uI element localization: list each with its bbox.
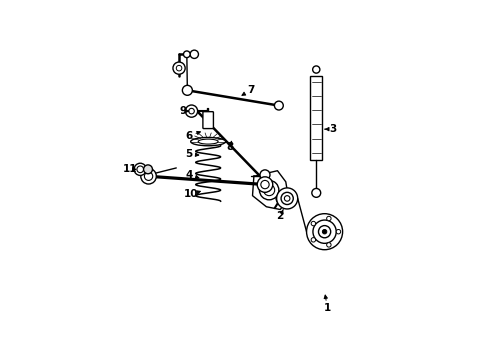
FancyBboxPatch shape [311, 76, 322, 160]
Text: 7: 7 [247, 85, 254, 95]
Circle shape [257, 177, 273, 192]
Circle shape [313, 220, 336, 243]
Circle shape [327, 243, 331, 247]
Circle shape [264, 185, 275, 196]
Circle shape [260, 170, 270, 180]
Circle shape [182, 85, 193, 95]
Circle shape [281, 192, 293, 204]
Circle shape [190, 50, 198, 58]
Circle shape [322, 229, 327, 234]
Circle shape [259, 180, 279, 200]
Ellipse shape [198, 139, 218, 144]
Text: 5: 5 [185, 149, 193, 159]
Circle shape [312, 188, 320, 197]
Circle shape [313, 66, 320, 73]
Circle shape [276, 193, 287, 204]
Circle shape [274, 101, 283, 110]
Circle shape [134, 163, 147, 175]
Circle shape [183, 51, 190, 58]
Circle shape [189, 108, 195, 114]
Text: 9: 9 [180, 106, 187, 116]
Text: 10: 10 [184, 189, 199, 199]
Circle shape [145, 172, 153, 180]
Circle shape [311, 238, 316, 242]
Circle shape [284, 196, 290, 201]
Circle shape [307, 214, 343, 250]
Circle shape [327, 216, 331, 221]
Text: 3: 3 [329, 124, 337, 134]
Circle shape [185, 105, 197, 117]
Ellipse shape [191, 138, 225, 146]
FancyBboxPatch shape [203, 112, 214, 129]
Text: 6: 6 [185, 131, 193, 141]
Circle shape [318, 226, 331, 238]
Circle shape [176, 66, 182, 71]
Circle shape [261, 180, 269, 189]
Circle shape [311, 221, 316, 226]
Circle shape [336, 229, 341, 234]
Text: 2: 2 [277, 211, 284, 221]
Circle shape [141, 168, 156, 184]
Text: 1: 1 [324, 303, 331, 313]
Circle shape [137, 166, 144, 173]
Text: 4: 4 [185, 170, 193, 180]
Circle shape [173, 62, 185, 74]
Text: 8: 8 [227, 142, 234, 152]
Circle shape [144, 165, 152, 174]
Text: 11: 11 [122, 164, 137, 174]
Circle shape [277, 188, 298, 209]
